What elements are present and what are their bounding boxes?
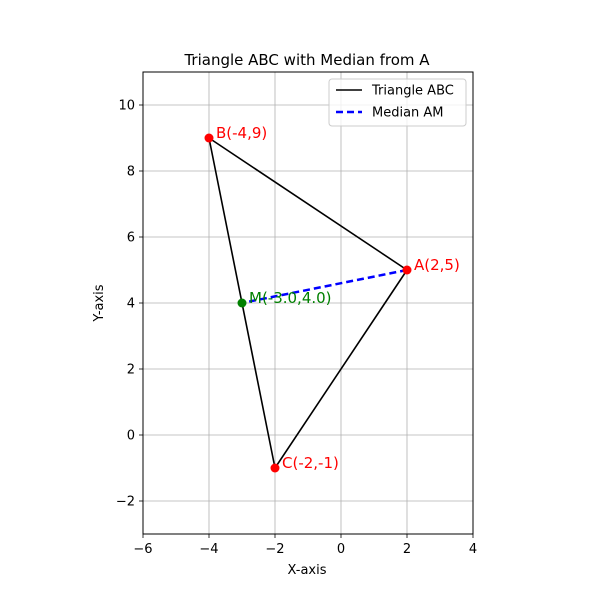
y-tick-label: −2 — [116, 495, 135, 510]
vertex-label: A(2,5) — [414, 256, 460, 274]
y-tick-label: 6 — [127, 231, 135, 246]
x-tick-label: 0 — [337, 542, 345, 557]
y-tick-label: 0 — [127, 429, 135, 444]
legend-entries: Triangle ABC Median AM — [336, 84, 454, 121]
x-axis-ticks: −6 −4 −2 0 2 4 — [133, 534, 477, 557]
vertex-marker — [270, 463, 280, 473]
chart-title: Triangle ABC with Median from A — [183, 51, 430, 69]
legend-label: Median AM — [372, 106, 444, 121]
y-tick-label: 10 — [118, 99, 135, 114]
x-tick-label: 4 — [469, 542, 477, 557]
vertex-label: M(-3.0,4.0) — [249, 289, 332, 307]
x-tick-label: −4 — [199, 542, 218, 557]
y-tick-label: 2 — [127, 363, 135, 378]
legend-box — [328, 78, 467, 127]
legend: Triangle ABC Median AM — [328, 78, 467, 127]
median-line — [241, 268, 408, 305]
x-tick-label: 2 — [403, 542, 411, 557]
vertex-label: C(-2,-1) — [282, 454, 339, 472]
y-axis-label: Y-axis — [92, 284, 107, 322]
vertex-marker — [402, 265, 412, 275]
vertex-label: B(-4,9) — [216, 124, 267, 142]
vertex-marker — [204, 133, 214, 143]
y-axis-ticks: −2 0 2 4 6 8 10 — [116, 99, 143, 510]
legend-label: Triangle ABC — [371, 84, 454, 99]
y-tick-label: 4 — [127, 297, 135, 312]
x-axis-label: X-axis — [288, 563, 327, 578]
x-tick-label: −6 — [133, 542, 152, 557]
y-tick-label: 8 — [127, 165, 135, 180]
x-tick-label: −2 — [265, 542, 284, 557]
vertex-marker — [237, 298, 247, 308]
point-labels: A(2,5) B(-4,9) C(-2,-1) M(-3.0,4.0) — [216, 124, 460, 472]
points-layer — [204, 133, 412, 473]
